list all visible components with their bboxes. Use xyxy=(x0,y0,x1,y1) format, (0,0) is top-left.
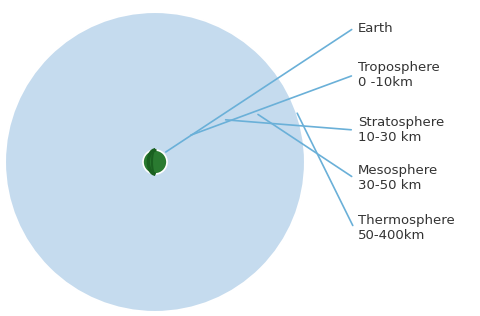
Text: Earth: Earth xyxy=(357,21,393,34)
Circle shape xyxy=(143,150,167,174)
Circle shape xyxy=(113,120,197,204)
Text: Troposphere
0 -10km: Troposphere 0 -10km xyxy=(357,61,439,89)
Text: Thermosphere
50-400km: Thermosphere 50-400km xyxy=(357,214,454,242)
Circle shape xyxy=(143,150,167,174)
Text: Mesosphere
30-50 km: Mesosphere 30-50 km xyxy=(357,164,437,192)
Text: Stratosphere
10-30 km: Stratosphere 10-30 km xyxy=(357,116,444,144)
Circle shape xyxy=(43,50,266,274)
Circle shape xyxy=(75,82,235,242)
Circle shape xyxy=(5,12,304,312)
